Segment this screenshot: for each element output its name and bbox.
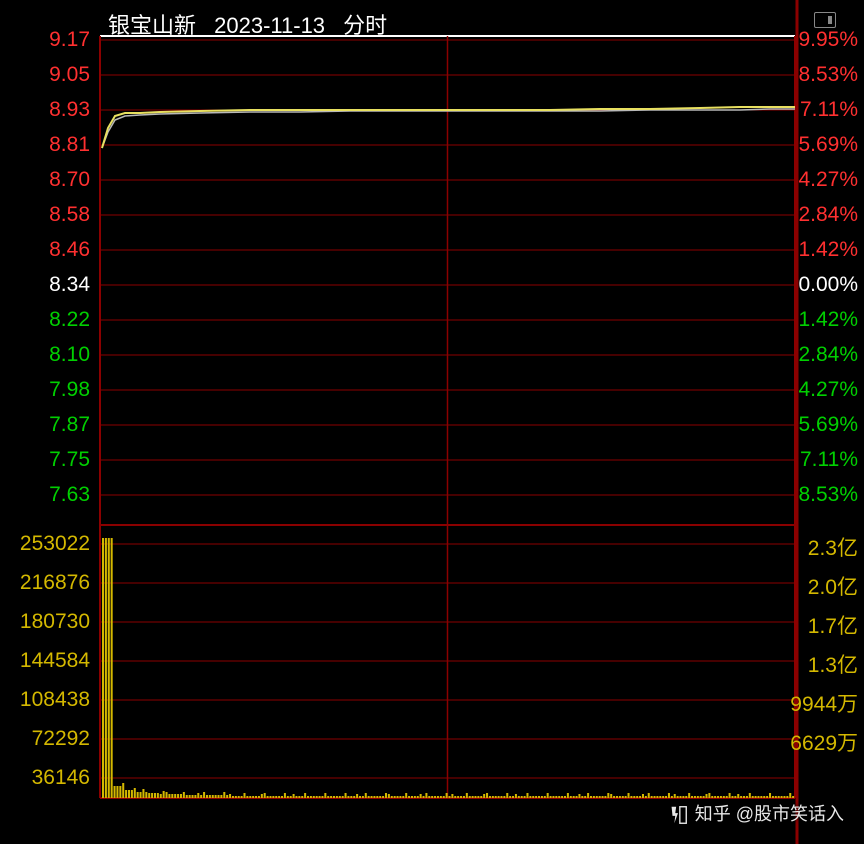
right-axis-label: 2.84% bbox=[798, 343, 858, 367]
left-axis-label: 8.70 bbox=[0, 168, 90, 192]
left-axis-label: 8.22 bbox=[0, 308, 90, 332]
right-axis-label: 1.42% bbox=[798, 238, 858, 262]
zhihu-logo-icon bbox=[667, 804, 689, 826]
right-axis-label: 5.69% bbox=[798, 133, 858, 157]
left-axis-label: 8.58 bbox=[0, 203, 90, 227]
right-axis-label: 1.3亿 bbox=[808, 649, 858, 679]
left-axis-label: 7.98 bbox=[0, 378, 90, 402]
left-axis-label: 72292 bbox=[0, 727, 90, 751]
left-axis-label: 216876 bbox=[0, 571, 90, 595]
right-axis-label: 2.0亿 bbox=[808, 571, 858, 601]
right-axis-label: 2.84% bbox=[798, 203, 858, 227]
right-axis-label: 4.27% bbox=[798, 168, 858, 192]
right-axis-label: 7.11% bbox=[800, 448, 858, 472]
right-axis-label: 2.3亿 bbox=[808, 532, 858, 562]
left-axis-label: 253022 bbox=[0, 532, 90, 556]
left-axis-label: 8.34 bbox=[0, 273, 90, 297]
chart-container: 银宝山新 2023-11-13 分时 9.179.058.938.818.708… bbox=[0, 0, 864, 844]
right-axis-label: 5.69% bbox=[798, 413, 858, 437]
left-axis-label: 180730 bbox=[0, 610, 90, 634]
right-axis-label: 9944万 bbox=[790, 688, 858, 718]
right-axis-label: 0.00% bbox=[798, 273, 858, 297]
left-axis-label: 8.46 bbox=[0, 238, 90, 262]
right-axis-label: 8.53% bbox=[798, 483, 858, 507]
watermark-text: 知乎 @股市笑话入 bbox=[695, 804, 844, 824]
left-axis-label: 108438 bbox=[0, 688, 90, 712]
left-axis-label: 8.81 bbox=[0, 133, 90, 157]
chart-grid bbox=[0, 0, 864, 844]
left-axis-label: 36146 bbox=[0, 766, 90, 790]
right-axis-label: 7.11% bbox=[800, 98, 858, 122]
left-axis-label: 7.63 bbox=[0, 483, 90, 507]
left-axis-label: 7.75 bbox=[0, 448, 90, 472]
left-axis-label: 144584 bbox=[0, 649, 90, 673]
right-axis-label: 8.53% bbox=[798, 63, 858, 87]
left-axis-label: 7.87 bbox=[0, 413, 90, 437]
right-axis-label: 9.95% bbox=[798, 28, 858, 52]
left-axis-label: 9.05 bbox=[0, 63, 90, 87]
left-axis-label: 8.93 bbox=[0, 98, 90, 122]
left-axis-label: 9.17 bbox=[0, 28, 90, 52]
right-axis-label: 1.7亿 bbox=[808, 610, 858, 640]
right-axis-label: 1.42% bbox=[798, 308, 858, 332]
left-axis-label: 8.10 bbox=[0, 343, 90, 367]
watermark: 知乎 @股市笑话入 bbox=[667, 800, 844, 826]
right-axis-label: 4.27% bbox=[798, 378, 858, 402]
right-axis-label: 6629万 bbox=[790, 727, 858, 757]
